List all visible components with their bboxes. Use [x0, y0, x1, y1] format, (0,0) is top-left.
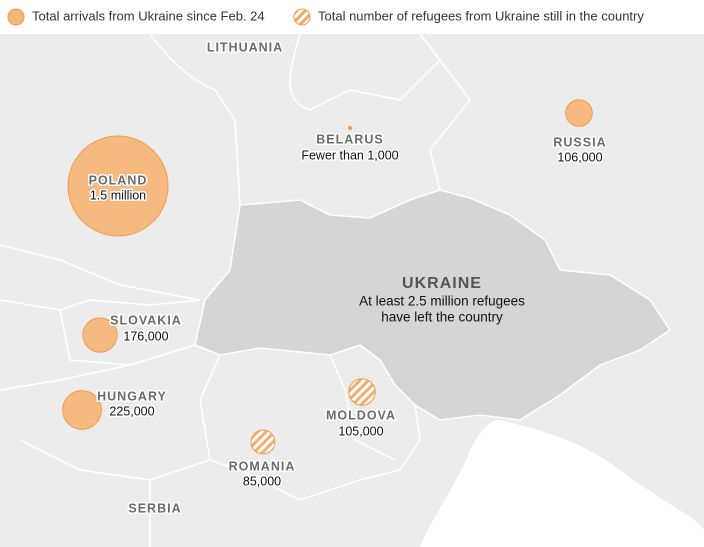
refugee-count: 106,000: [557, 150, 602, 164]
ukraine-note: At least 2.5 million refugees: [359, 294, 525, 309]
refugee-count: 105,000: [338, 424, 383, 438]
refugee-circle: [250, 429, 276, 455]
refugee-circle: [67, 135, 169, 237]
ukraine-name: UKRAINE: [402, 275, 482, 292]
ukraine-note: have left the country: [381, 310, 503, 325]
refugee-count: 176,000: [123, 329, 168, 343]
refugee-count: 85,000: [243, 474, 281, 488]
refugee-circle: [348, 378, 376, 406]
country-name: RUSSIA: [553, 135, 606, 149]
borders: [0, 33, 471, 547]
country-name: SLOVAKIA: [110, 313, 182, 327]
country-name: POLAND: [89, 173, 148, 187]
legend-swatch: [7, 8, 25, 26]
refugee-count: 1.5 million: [90, 188, 146, 202]
legend-label: Total arrivals from Ukraine since Feb. 2…: [32, 8, 265, 23]
country-name: ROMANIA: [229, 459, 296, 473]
country-name: MOLDOVA: [326, 408, 396, 422]
country-name: SERBIA: [128, 501, 181, 515]
refugee-circle: [62, 390, 102, 430]
country-name: LITHUANIA: [207, 40, 283, 54]
refugee-count: Fewer than 1,000: [301, 148, 398, 162]
legend-label: Total number of refugees from Ukraine st…: [318, 8, 644, 23]
location-dot: [348, 126, 352, 130]
sea: [420, 420, 704, 547]
refugee-circle: [565, 99, 593, 127]
refugee-circle: [82, 317, 118, 353]
legend-swatch: [293, 8, 311, 26]
labels: Total arrivals from Ukraine since Feb. 2…: [7, 8, 644, 517]
country-name: BELARUS: [316, 132, 383, 146]
country-name: HUNGARY: [97, 389, 167, 403]
refugee-count: 225,000: [109, 404, 154, 418]
